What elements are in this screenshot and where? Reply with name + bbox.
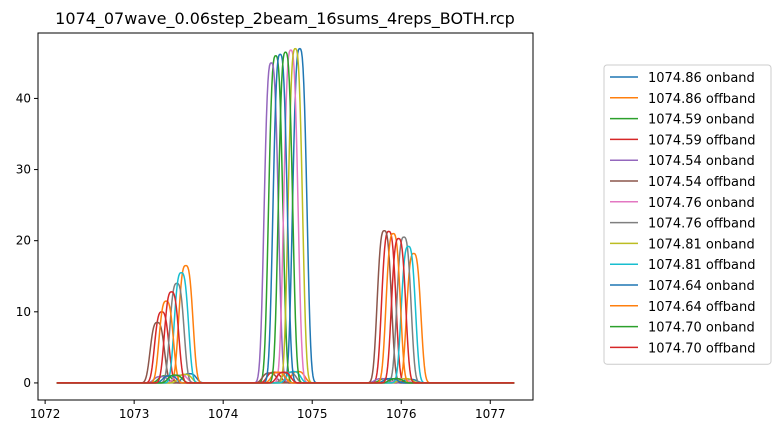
x-tick-label: 1076 (386, 407, 417, 421)
x-axis: 1072 1073 1074 1075 1076 1077 (30, 400, 506, 421)
y-tick-label: 40 (16, 91, 31, 105)
x-tick-label: 1077 (475, 407, 506, 421)
plot-frame (37, 32, 534, 401)
legend-label: 1074.64 offband (648, 300, 756, 315)
legend-label: 1074.59 onband (648, 113, 755, 128)
legend-label: 1074.81 onband (648, 237, 755, 252)
legend-label: 1074.70 offband (648, 341, 756, 356)
x-tick-label: 1073 (119, 407, 150, 421)
legend-label: 1074.64 onband (648, 279, 755, 294)
legend-label: 1074.59 offband (648, 133, 756, 148)
series-line (56, 237, 515, 384)
y-axis: 0 10 20 30 40 (16, 91, 38, 390)
legend: 1074.86 onband 1074.86 offband 1074.59 onb… (603, 64, 772, 365)
legend-label: 1074.81 offband (648, 258, 756, 273)
legend-label: 1074.54 offband (648, 175, 756, 190)
y-tick-label: 30 (16, 163, 31, 177)
x-tick-label: 1072 (30, 407, 61, 421)
chart-title: 1074_07wave_0.06step_2beam_16sums_4reps_… (55, 9, 515, 29)
y-tick-label: 20 (16, 234, 31, 248)
y-tick-label: 0 (23, 376, 31, 390)
legend-label: 1074.86 onband (648, 71, 755, 86)
legend-label: 1074.76 offband (648, 217, 756, 232)
plot-area (56, 47, 515, 384)
series-line (56, 47, 515, 384)
x-tick-label: 1075 (297, 407, 328, 421)
legend-label: 1074.86 offband (648, 92, 756, 107)
legend-box (603, 64, 772, 365)
legend-label: 1074.54 onband (648, 154, 755, 169)
y-tick-label: 10 (16, 305, 31, 319)
legend-label: 1074.76 onband (648, 196, 755, 211)
x-tick-label: 1074 (208, 407, 239, 421)
legend-label: 1074.70 onband (648, 321, 755, 336)
